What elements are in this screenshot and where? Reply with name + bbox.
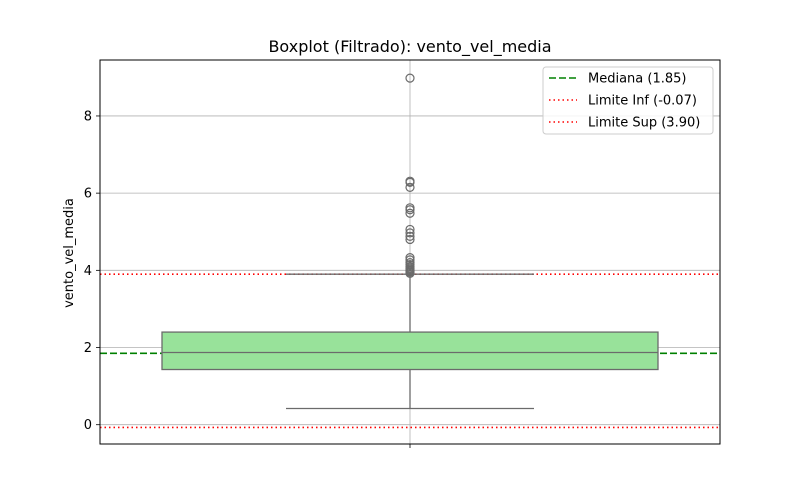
y-axis-label: vento_vel_media [62, 198, 77, 308]
outlier-point [405, 258, 415, 268]
outlier-points [405, 73, 415, 279]
outlier-point [405, 176, 415, 186]
outlier-point [405, 228, 415, 238]
legend-frame [542, 66, 714, 135]
outlier-point [405, 252, 415, 263]
y-tick-label: 2 [84, 341, 92, 356]
outlier-point [405, 234, 415, 245]
box-and-whiskers [161, 273, 659, 410]
legend-entry-label: Limite Sup (3.90) [588, 116, 700, 131]
y-tick-label: 6 [84, 187, 92, 202]
outlier-point [405, 231, 415, 241]
y-tick-label: 8 [84, 109, 92, 124]
legend: Mediana (1.85) Limite Inf (-0.07) Limite S… [542, 66, 714, 135]
outlier-point [405, 203, 415, 213]
legend-entry-label: Mediana (1.85) [588, 72, 686, 87]
outlier-point [405, 224, 415, 235]
y-tick-label: 0 [84, 418, 92, 433]
legend-entry-label: Limite Inf (-0.07) [588, 94, 697, 109]
outlier-point [405, 255, 415, 265]
iqr-box [161, 331, 659, 371]
y-axis-ticks: 0 2 4 6 8 [84, 109, 411, 448]
outlier-point [405, 208, 415, 218]
chart-title: Boxplot (Filtrado): vento_vel_media [268, 37, 551, 57]
outlier-point [405, 73, 415, 83]
y-tick-label: 4 [84, 264, 92, 279]
outlier-point [405, 182, 415, 192]
